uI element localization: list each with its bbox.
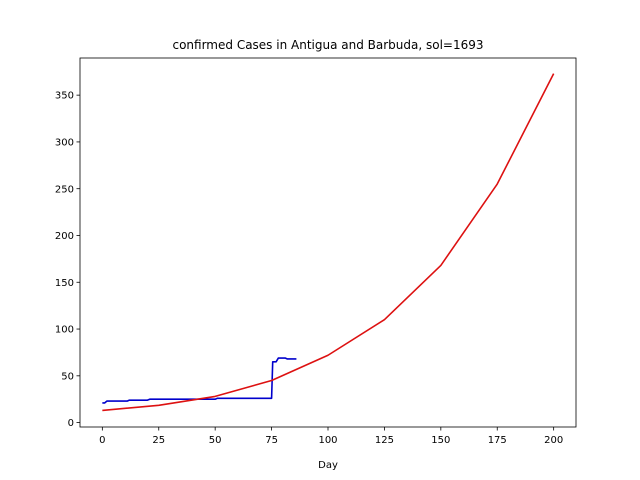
x-axis-title: Day — [318, 460, 338, 471]
y-tick-label: 100 — [55, 325, 74, 336]
x-tick-label: 50 — [209, 435, 222, 446]
x-tick-label: 150 — [431, 435, 450, 446]
axes-layer: 0 25 50 75 100 125 150 175 200 0 50 100 150 200 250 300… — [55, 57, 577, 446]
x-tick-label: 200 — [544, 435, 563, 446]
x-tick-label: 125 — [375, 435, 394, 446]
x-tick-label: 0 — [99, 435, 105, 446]
y-tick-label: 350 — [55, 91, 74, 102]
y-tick-label: 150 — [55, 278, 74, 289]
y-tick-label: 300 — [55, 138, 74, 149]
y-tick-label: 250 — [55, 184, 74, 195]
chart-title: confirmed Cases in Antigua and Barbuda, … — [172, 38, 483, 52]
y-tick-label: 50 — [61, 371, 74, 382]
x-tick-label: 100 — [318, 435, 337, 446]
x-tick-label: 75 — [265, 435, 278, 446]
series-layer — [102, 73, 555, 412]
y-tick-label: 0 — [68, 418, 74, 429]
y-tick-label: 200 — [55, 231, 74, 242]
series-line-0 — [102, 357, 297, 404]
x-tick-label: 175 — [488, 435, 507, 446]
series-line-1 — [102, 73, 555, 412]
x-tick-label: 25 — [152, 435, 165, 446]
